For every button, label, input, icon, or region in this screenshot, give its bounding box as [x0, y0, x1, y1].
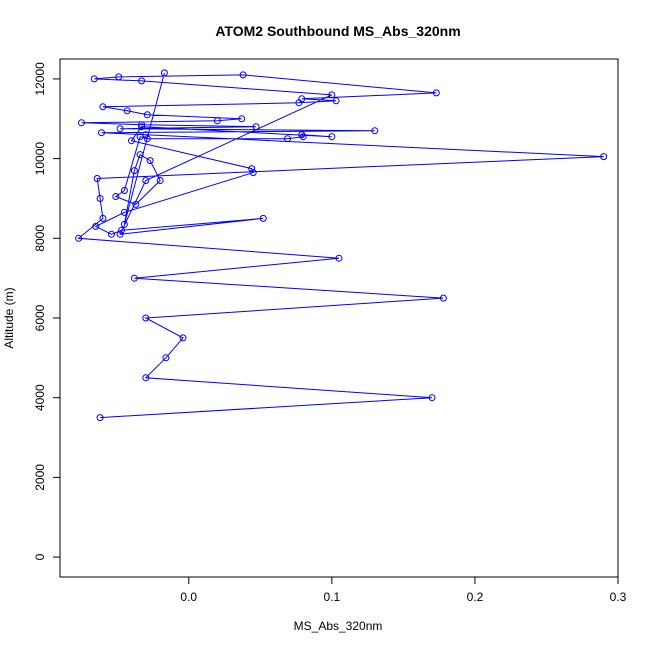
data-point	[116, 125, 124, 133]
data-point	[179, 334, 187, 342]
data-point	[120, 220, 128, 228]
data-point	[142, 131, 150, 139]
data-point	[130, 167, 138, 175]
data-point	[118, 226, 125, 234]
data-point	[299, 133, 307, 141]
y-tick-label: 4000	[33, 384, 47, 411]
data-point	[328, 91, 336, 99]
data-point	[138, 123, 146, 131]
y-axis-label: Altitude (m)	[2, 287, 16, 348]
y-tick-label: 0	[33, 553, 47, 560]
data-point	[96, 195, 104, 202]
data-point	[146, 157, 154, 165]
x-tick-label: 0.0	[180, 590, 197, 604]
data-point	[284, 135, 291, 143]
data-point	[249, 169, 257, 177]
data-point	[75, 234, 83, 242]
x-axis-label: MS_Abs_320nm	[294, 619, 383, 633]
series-line	[77, 72, 604, 419]
data-point	[143, 135, 151, 143]
data-point	[213, 117, 221, 125]
data-point	[295, 99, 303, 107]
data-point	[335, 254, 343, 262]
data-point	[259, 214, 267, 222]
data-point	[128, 137, 135, 145]
y-tick-label: 2000	[33, 464, 47, 491]
data-point	[328, 133, 336, 141]
data-point	[120, 187, 128, 194]
data-point	[298, 131, 306, 139]
y-tick-label: 10000	[33, 142, 47, 176]
data-series	[75, 69, 608, 422]
y-tick-label: 6000	[33, 304, 47, 331]
data-point	[130, 274, 138, 282]
data-point	[123, 107, 131, 115]
data-point	[136, 151, 144, 159]
data-point	[600, 153, 608, 161]
data-point	[142, 314, 150, 322]
data-point	[92, 222, 100, 230]
data-point	[156, 177, 164, 184]
x-tick-label: 0.3	[610, 590, 627, 604]
y-tick-label: 12000	[33, 62, 47, 96]
data-point	[99, 214, 107, 222]
data-point	[162, 354, 170, 362]
data-point	[160, 69, 168, 77]
data-point	[252, 123, 260, 131]
data-point	[120, 208, 128, 216]
y-tick-label: 8000	[33, 225, 47, 252]
chart-title: ATOM2 Southbound MS_Abs_320nm	[215, 23, 460, 39]
x-tick-label: 0.1	[324, 590, 341, 604]
data-point	[90, 75, 98, 83]
data-point	[238, 115, 246, 123]
data-point	[116, 230, 124, 238]
data-point	[428, 394, 436, 402]
data-point	[142, 177, 150, 184]
x-axis: 0.0 0.1 0.2 0.3	[180, 576, 627, 604]
data-point	[108, 230, 115, 238]
data-point	[132, 200, 140, 208]
data-point	[93, 175, 101, 182]
data-point	[332, 97, 340, 105]
data-point	[138, 77, 146, 85]
data-point	[439, 294, 447, 302]
data-point	[78, 119, 85, 127]
data-point	[99, 103, 107, 111]
data-point	[143, 111, 151, 119]
data-point	[371, 127, 379, 135]
data-point	[112, 193, 120, 200]
x-tick-label: 0.2	[467, 590, 484, 604]
y-axis: 0 2000 4000 6000 8000 10000 12000	[33, 62, 61, 560]
data-point	[96, 414, 104, 422]
data-point	[115, 73, 123, 81]
data-point	[248, 165, 256, 173]
data-point	[98, 129, 105, 137]
data-point	[239, 71, 247, 79]
data-point	[432, 89, 440, 97]
data-point	[138, 121, 146, 129]
data-point	[142, 374, 150, 382]
